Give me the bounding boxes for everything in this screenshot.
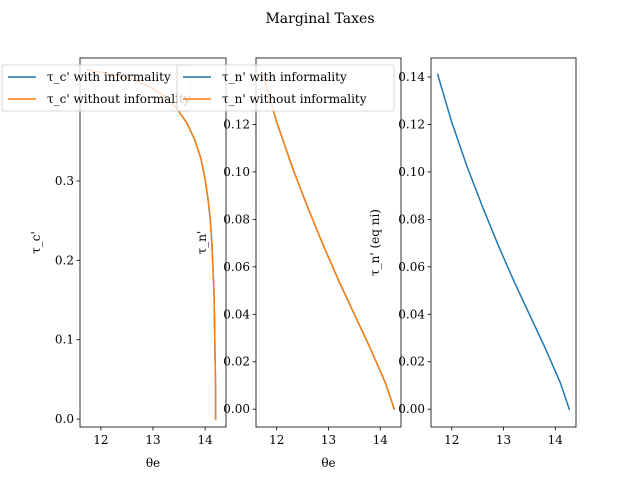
y-tick-label: 0.14 — [398, 70, 425, 84]
x-axis-label: θe — [146, 456, 160, 470]
y-tick-label: 0.0 — [55, 412, 74, 426]
y-tick-label: 0.10 — [223, 165, 250, 179]
x-tick-label: 12 — [444, 433, 459, 447]
x-tick-label: 13 — [321, 433, 336, 447]
x-tick-label: 14 — [548, 433, 564, 447]
x-tick-label: 14 — [198, 433, 214, 447]
y-tick-label: 0.10 — [398, 165, 425, 179]
plots: 12 13 14 0.0 0.1 0.2 0.3 θe τ_c' 12 13 14 0.00 0.02 0.… — [29, 57, 577, 470]
legend-1: τ_c' with informality τ_c' without inform… — [1, 64, 191, 112]
axes-3: 12 13 14 0.00 0.02 0.04 0.06 0.08 0.10 0.12 0.14 τ_… — [368, 57, 577, 447]
figure-title: Marginal Taxes — [265, 11, 374, 27]
y-tick-label: 0.00 — [223, 402, 250, 416]
legend-entry: τ_c' with informality — [47, 70, 171, 84]
legend-2: τ_n' with informality τ_n' without inform… — [176, 64, 395, 112]
y-tick-label: 0.06 — [223, 260, 250, 274]
legend-entry: τ_c' without informality — [47, 92, 191, 106]
legend-entry: τ_n' without informality — [222, 92, 367, 106]
y-tick-label: 0.06 — [398, 260, 425, 274]
legend-entry: τ_n' with informality — [222, 70, 347, 84]
y-axis-label: τ_c' — [29, 231, 43, 254]
y-axis-label: τ_n' (eq ni) — [368, 209, 382, 276]
y-tick-label: 0.02 — [398, 355, 425, 369]
x-tick-label: 12 — [93, 433, 108, 447]
axes-1: 12 13 14 0.0 0.1 0.2 0.3 θe τ_c' — [29, 57, 227, 470]
x-tick-label: 13 — [496, 433, 511, 447]
y-tick-label: 0.12 — [398, 117, 425, 131]
y-tick-label: 0.12 — [223, 117, 250, 131]
x-tick-label: 13 — [145, 433, 160, 447]
y-tick-label: 0.2 — [55, 253, 74, 267]
x-axis-label: θe — [321, 456, 335, 470]
series-line-1 — [436, 73, 571, 411]
y-tick-label: 0.04 — [398, 307, 425, 321]
legend-frame — [176, 64, 395, 112]
y-tick-label: 0.3 — [55, 174, 74, 188]
x-tick-label: 12 — [269, 433, 284, 447]
y-tick-label: 0.1 — [55, 333, 74, 347]
y-tick-label: 0.00 — [398, 402, 425, 416]
y-tick-label: 0.08 — [223, 212, 250, 226]
y-axis-label: τ_n' — [195, 231, 209, 255]
series-line-2 — [261, 73, 396, 411]
x-tick-label: 14 — [373, 433, 389, 447]
y-tick-label: 0.08 — [398, 212, 425, 226]
y-tick-label: 0.04 — [223, 307, 250, 321]
axes-2: 12 13 14 0.00 0.02 0.04 0.06 0.08 0.10 0.12 θe τ_n' — [195, 57, 402, 470]
legends: τ_c' with informality τ_c' without inform… — [1, 64, 395, 112]
y-tick-label: 0.02 — [223, 355, 250, 369]
